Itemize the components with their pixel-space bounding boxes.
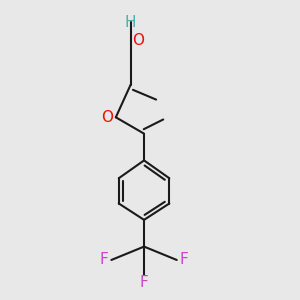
- Text: O: O: [132, 32, 144, 47]
- Text: H: H: [125, 15, 136, 30]
- Text: O: O: [101, 110, 113, 125]
- Text: F: F: [140, 275, 148, 290]
- Text: F: F: [100, 253, 108, 268]
- Text: F: F: [180, 253, 189, 268]
